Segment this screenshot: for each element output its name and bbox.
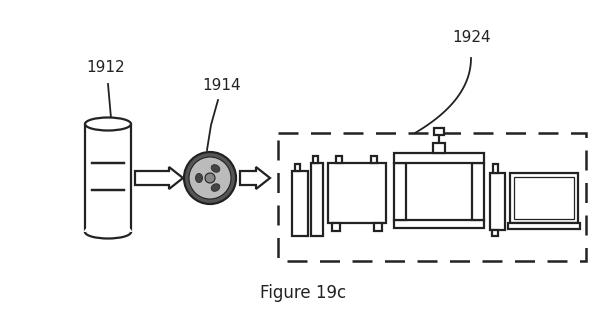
FancyBboxPatch shape: [371, 156, 377, 163]
Circle shape: [189, 157, 231, 199]
Circle shape: [205, 173, 215, 183]
FancyBboxPatch shape: [493, 164, 498, 173]
FancyBboxPatch shape: [278, 133, 586, 261]
FancyBboxPatch shape: [472, 163, 484, 220]
FancyBboxPatch shape: [514, 177, 574, 219]
FancyBboxPatch shape: [433, 143, 445, 153]
Text: 1924: 1924: [452, 30, 491, 45]
FancyBboxPatch shape: [394, 220, 484, 228]
Ellipse shape: [211, 184, 220, 191]
FancyBboxPatch shape: [508, 223, 580, 229]
FancyBboxPatch shape: [492, 230, 498, 236]
FancyBboxPatch shape: [394, 153, 484, 163]
FancyBboxPatch shape: [292, 171, 308, 236]
FancyBboxPatch shape: [490, 173, 505, 230]
FancyBboxPatch shape: [313, 156, 318, 163]
Text: 1912: 1912: [86, 60, 125, 75]
Text: 1914: 1914: [202, 78, 241, 93]
FancyBboxPatch shape: [336, 156, 342, 163]
Polygon shape: [240, 167, 270, 189]
Text: Figure 19c: Figure 19c: [260, 284, 346, 302]
FancyBboxPatch shape: [394, 163, 406, 220]
Ellipse shape: [211, 165, 220, 172]
FancyBboxPatch shape: [374, 223, 382, 231]
FancyBboxPatch shape: [434, 128, 444, 135]
Ellipse shape: [196, 173, 202, 182]
Ellipse shape: [85, 118, 131, 130]
Polygon shape: [135, 167, 183, 189]
FancyBboxPatch shape: [332, 223, 340, 231]
FancyBboxPatch shape: [510, 173, 578, 223]
FancyBboxPatch shape: [328, 163, 386, 223]
FancyBboxPatch shape: [311, 163, 323, 236]
FancyBboxPatch shape: [295, 164, 300, 171]
Circle shape: [184, 152, 236, 204]
